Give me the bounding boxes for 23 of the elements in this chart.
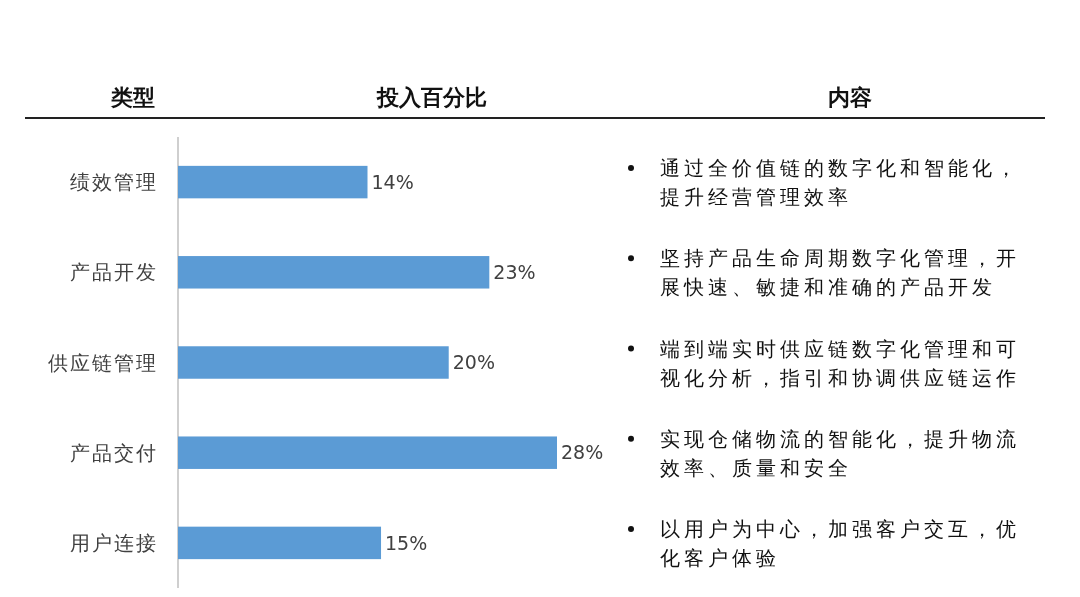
y-tick-label: 产品开发 (70, 260, 158, 285)
data-label: 28% (561, 441, 604, 464)
text: 坚持产品生命周期数字化管理，开展快速、敏捷和准确的产品开发 (660, 246, 1020, 300)
y-tick-label: 供应链管理 (48, 350, 158, 375)
data-label: 14% (371, 170, 414, 193)
y-tick-label: 绩效管理 (70, 170, 158, 195)
text: 以用户为中心，加强客户交互，优化客户体验 (660, 516, 1020, 570)
text: 实现仓储物流的智能化，提升物流效率、质量和安全 (660, 426, 1020, 480)
text: 通过全价值链的数字化和智能化，提升经营管理效率 (660, 156, 1020, 210)
text: 端到端实时供应链数字化管理和可视化分析，指引和协调供应链运作 (660, 336, 1020, 390)
data-label: 23% (493, 260, 536, 283)
bar (178, 165, 368, 199)
bar (178, 526, 382, 560)
data-label: 20% (452, 351, 495, 374)
text: 内容 (828, 85, 872, 110)
bar (178, 436, 557, 469)
chart-title: 投入百分比 (376, 85, 487, 110)
bar (178, 346, 449, 379)
y-axis-title: 类型 (110, 85, 155, 110)
y-tick-label: 用户连接 (70, 530, 158, 555)
bar (178, 256, 490, 289)
data-label: 15% (385, 531, 428, 554)
y-tick-label: 产品交付 (70, 440, 158, 465)
